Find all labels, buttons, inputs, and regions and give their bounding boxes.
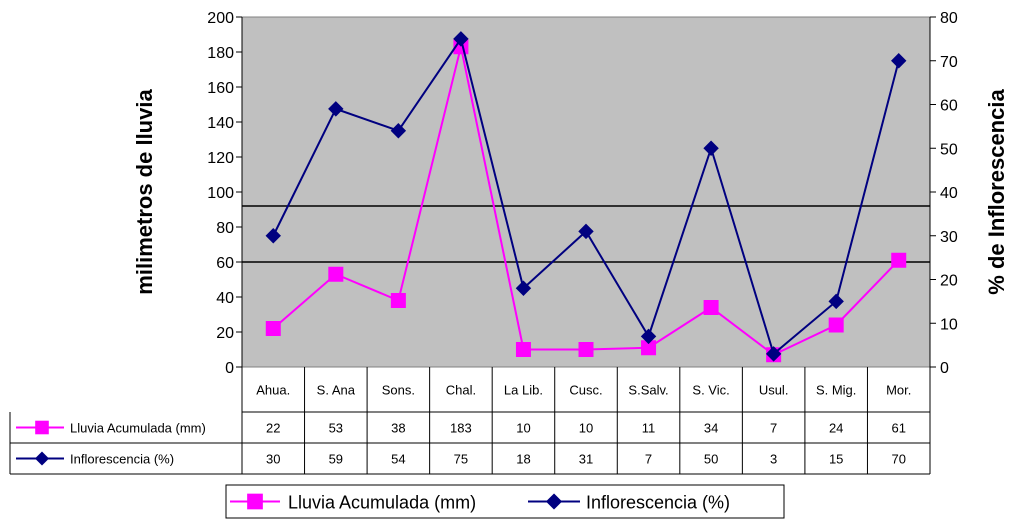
table-series-name: Lluvia Acumulada (mm) xyxy=(70,421,206,436)
category-label: S. Vic. xyxy=(692,383,729,398)
data-point xyxy=(828,317,844,333)
table-value-cell: 30 xyxy=(266,452,280,467)
table-value-cell: 10 xyxy=(516,421,530,436)
table-value-cell: 11 xyxy=(642,421,656,436)
data-point xyxy=(891,53,907,69)
data-point xyxy=(765,346,782,362)
data-point xyxy=(703,300,719,315)
data-point xyxy=(703,140,719,156)
data-point xyxy=(578,223,594,240)
category-label: S. Mig. xyxy=(816,383,856,398)
right-tick-label: 80 xyxy=(940,10,958,27)
category-label: Chal. xyxy=(446,383,476,398)
table-value-cell: 59 xyxy=(329,452,343,467)
y-axis-title-right: % de Inflorescencia xyxy=(984,89,1009,295)
data-point xyxy=(265,321,281,336)
data-point xyxy=(640,328,657,345)
legend-label: Inflorescencia (%) xyxy=(586,493,730,513)
legend-marker xyxy=(247,493,263,510)
table-value-cell: 54 xyxy=(391,452,405,467)
left-tick-label: 40 xyxy=(216,290,234,307)
table-value-cell: 22 xyxy=(266,421,280,436)
table-value-cell: 50 xyxy=(704,452,718,467)
table-value-cell: 18 xyxy=(516,452,530,467)
y-axis-title: milimetros de lluvia xyxy=(132,89,157,295)
table-value-cell: 10 xyxy=(579,421,593,436)
data-point xyxy=(328,266,344,282)
data-point xyxy=(515,342,531,357)
table-value-cell: 24 xyxy=(829,421,843,436)
table-value-cell: 61 xyxy=(891,421,905,436)
table-value-cell: 3 xyxy=(770,452,777,467)
table-value-cell: 34 xyxy=(704,421,718,436)
category-label: Ahua. xyxy=(256,383,290,398)
table-value-cell: 38 xyxy=(391,421,405,436)
data-point xyxy=(453,31,469,47)
left-tick-label: 60 xyxy=(216,255,234,272)
table-value-cell: 7 xyxy=(770,421,777,436)
right-tick-label: 40 xyxy=(940,185,958,202)
table-value-cell: 7 xyxy=(645,452,652,467)
left-tick-label: 100 xyxy=(207,185,234,202)
left-tick-label: 160 xyxy=(207,80,234,97)
right-tick-label: 10 xyxy=(940,316,958,333)
category-label: Mor. xyxy=(886,383,911,398)
left-tick-label: 0 xyxy=(225,360,234,377)
legend-box xyxy=(225,484,785,519)
category-label: S. Ana xyxy=(317,383,356,398)
table-value-cell: 31 xyxy=(579,452,593,467)
right-tick-label: 20 xyxy=(940,273,958,290)
plot-area xyxy=(241,16,931,368)
left-tick-label: 120 xyxy=(207,150,234,167)
right-tick-label: 50 xyxy=(940,141,958,158)
right-tick-label: 0 xyxy=(940,360,949,377)
data-point xyxy=(265,228,281,244)
left-tick-label: 180 xyxy=(207,45,234,62)
left-tick-label: 20 xyxy=(216,325,234,342)
category-label: Cusc. xyxy=(569,383,602,398)
table-series-name: Inflorescencia (%) xyxy=(70,452,174,467)
data-point xyxy=(328,101,344,117)
right-tick-label: 60 xyxy=(940,98,958,115)
table-value-cell: 183 xyxy=(450,421,472,436)
category-label: La Lib. xyxy=(504,383,543,398)
table-value-cell: 15 xyxy=(829,452,843,467)
table-value-cell: 75 xyxy=(454,452,468,467)
data-point xyxy=(390,293,406,308)
category-label: S.Salv. xyxy=(628,383,668,398)
table-legend-marker xyxy=(34,451,50,466)
data-point xyxy=(515,280,532,296)
left-tick-label: 80 xyxy=(216,220,234,237)
category-label: Sons. xyxy=(382,383,415,398)
left-tick-label: 200 xyxy=(207,10,234,27)
data-point xyxy=(828,293,844,310)
table-value-cell: 53 xyxy=(329,421,343,436)
table-value-cell: 70 xyxy=(891,452,905,467)
right-tick-label: 70 xyxy=(940,54,958,71)
table-legend-marker xyxy=(35,420,49,435)
left-tick-label: 140 xyxy=(207,115,234,132)
data-point xyxy=(390,123,407,139)
right-tick-label: 30 xyxy=(940,229,958,246)
legend-marker xyxy=(545,493,563,510)
legend-label: Lluvia Acumulada (mm) xyxy=(288,493,476,513)
category-label: Usul. xyxy=(759,383,789,398)
data-point xyxy=(578,342,594,357)
data-point xyxy=(891,252,907,268)
